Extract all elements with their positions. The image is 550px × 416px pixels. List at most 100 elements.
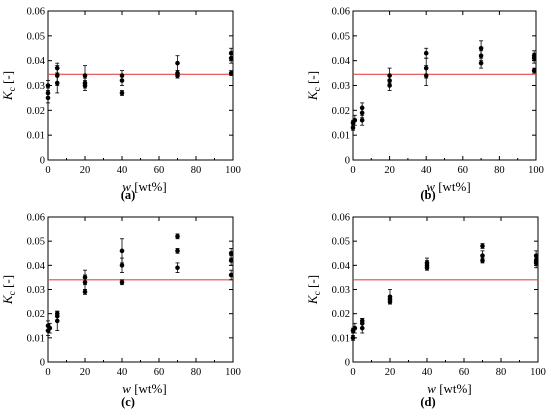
y-tick-label: 0.02 — [332, 106, 350, 117]
y-axis-label: Kc [-] — [0, 71, 18, 101]
data-point — [350, 125, 356, 131]
data-point — [45, 83, 51, 88]
y-tick-label: 0.06 — [332, 213, 350, 224]
x-axis-unit: [wt%] — [131, 179, 167, 194]
panel-label: (b) — [420, 188, 435, 202]
data-point — [531, 68, 537, 73]
x-tick-label: 60 — [154, 165, 165, 176]
data-point — [423, 65, 429, 71]
y-tick-label: 0.05 — [332, 31, 350, 42]
y-tick-label: 0.05 — [27, 31, 45, 42]
x-tick-label: 40 — [422, 367, 433, 378]
y-tick-label: 0.06 — [27, 213, 45, 224]
y-tick-label: 0.03 — [332, 285, 350, 296]
x-axis-symbol: w — [122, 381, 131, 396]
data-point — [228, 50, 234, 56]
y-axis-unit: [-] — [305, 275, 320, 291]
y-tick-label: 0.06 — [332, 7, 350, 18]
chart-panel: 0 20 40 60 80 100 0 0.01 0.02 0.03 0.04 0.05 0.06 w [… — [305, 7, 544, 203]
y-axis-subscript: c — [8, 87, 18, 91]
x-axis-label: w [wt%] — [426, 179, 470, 194]
chart-panel: 0 20 40 60 80 100 0 0.01 0.02 0.03 0.04 0.05 0.06 w [… — [0, 213, 241, 410]
x-axis-label: w [wt%] — [122, 381, 166, 396]
data-point — [424, 260, 430, 266]
x-tick-label: 0 — [350, 165, 355, 176]
data-point — [480, 243, 485, 249]
panel-label: (c) — [121, 395, 135, 409]
y-tick-label: 0 — [40, 358, 45, 369]
plot-frame — [47, 10, 234, 161]
data-point — [350, 335, 356, 341]
data-point — [228, 250, 234, 256]
data-point — [119, 90, 125, 96]
x-tick-label: 0 — [45, 165, 50, 176]
data-point — [119, 279, 125, 285]
chart-panel: 0 20 40 60 80 100 0 0.01 0.02 0.03 0.04 0.05 0.06 w [… — [0, 7, 241, 203]
y-tick-label: 0.03 — [332, 81, 350, 92]
y-tick-label: 0.03 — [27, 285, 45, 296]
y-tick-label: 0.01 — [27, 131, 45, 142]
data-point — [82, 275, 88, 280]
x-tick-label: 80 — [191, 367, 202, 378]
y-axis-symbol: K — [0, 90, 15, 101]
x-tick-label: 40 — [421, 165, 432, 176]
x-tick-label: 0 — [350, 367, 355, 378]
data-point — [533, 253, 539, 258]
x-tick-label: 20 — [80, 165, 91, 176]
x-tick-label: 0 — [45, 367, 50, 378]
data-point — [387, 294, 393, 300]
x-tick-label: 40 — [117, 367, 128, 378]
x-axis-symbol: w — [426, 179, 435, 194]
chart-panel: 0 20 40 60 80 100 0 0.01 0.02 0.03 0.04 0.05 0.06 w [… — [305, 213, 546, 410]
y-tick-label: 0.02 — [27, 309, 45, 320]
y-axis-label: Kc [-] — [305, 71, 323, 101]
y-tick-label: 0 — [345, 156, 350, 167]
panel-label: (a) — [121, 188, 136, 202]
y-axis-label: Kc [-] — [305, 275, 323, 305]
x-tick-label: 40 — [117, 165, 128, 176]
data-point — [387, 73, 392, 78]
x-tick-label: 60 — [459, 367, 470, 378]
x-tick-label: 80 — [191, 165, 202, 176]
data-point — [119, 248, 125, 254]
y-axis-symbol: K — [305, 294, 320, 305]
y-tick-label: 0.04 — [332, 56, 351, 67]
y-tick-label: 0.01 — [27, 333, 45, 344]
y-axis-symbol: K — [305, 90, 320, 101]
y-axis-subscript: c — [313, 87, 323, 91]
x-tick-label: 20 — [80, 367, 91, 378]
data-point — [119, 263, 125, 268]
x-tick-label: 80 — [496, 367, 507, 378]
x-tick-label: 100 — [225, 165, 241, 176]
data-point — [82, 289, 88, 295]
x-tick-label: 60 — [154, 367, 165, 378]
y-tick-label: 0.04 — [27, 261, 46, 272]
data-point — [45, 90, 51, 96]
x-tick-label: 100 — [528, 165, 544, 176]
data-point — [228, 258, 234, 263]
data-point — [175, 248, 180, 254]
y-axis-unit: [-] — [0, 275, 15, 291]
data-point — [119, 73, 125, 78]
x-tick-label: 100 — [225, 367, 241, 378]
y-tick-label: 0.04 — [332, 261, 351, 272]
data-point — [228, 272, 234, 278]
data-point — [359, 105, 365, 111]
y-tick-label: 0.06 — [27, 7, 45, 18]
x-axis-symbol: w — [427, 381, 436, 396]
y-tick-label: 0.05 — [332, 237, 350, 248]
y-axis-subscript: c — [313, 291, 323, 295]
y-tick-label: 0.01 — [332, 131, 350, 142]
data-point — [531, 53, 537, 58]
data-point — [47, 325, 53, 331]
y-tick-label: 0.02 — [332, 309, 350, 320]
x-axis-unit: [wt%] — [435, 179, 471, 194]
data-point — [478, 60, 484, 66]
x-axis-unit: [wt%] — [436, 381, 472, 396]
x-tick-label: 20 — [385, 367, 396, 378]
x-axis-symbol: w — [122, 179, 131, 194]
data-point — [352, 325, 358, 331]
data-point — [359, 117, 365, 123]
x-axis-unit: [wt%] — [131, 381, 167, 396]
